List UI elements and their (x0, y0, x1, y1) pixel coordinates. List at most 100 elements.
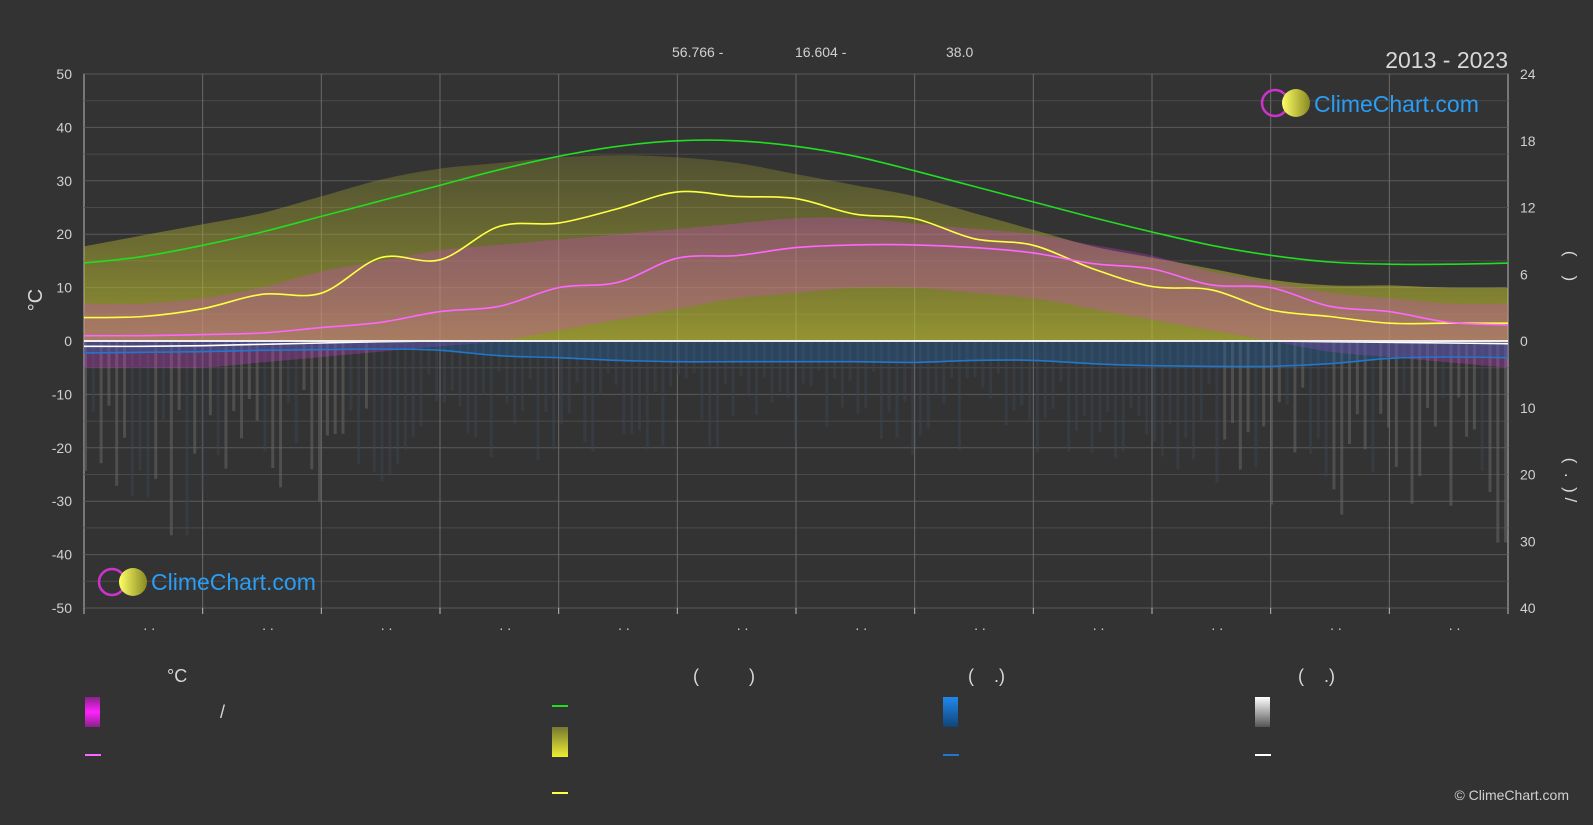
precip-bar (146, 341, 150, 497)
precip-bar (716, 341, 720, 447)
x-tick-label: . . (855, 617, 867, 633)
precip-bar (645, 341, 649, 450)
header-latitude: 56.766 - (672, 44, 724, 60)
precip-bar (208, 341, 212, 416)
precip-bar (1433, 341, 1437, 427)
precip-bar (567, 341, 571, 414)
precipitation-bars (84, 341, 1508, 543)
logo-bottom[interactable]: ClimeChart.com (97, 567, 316, 597)
precip-bar (684, 341, 688, 379)
precip-bar (279, 341, 283, 488)
precip-bar (1332, 341, 1336, 490)
climate-chart: 50 40 30 20 10 0 -10 -20 -30 -40 -50 24 18 12 6 0 10 20 30… (25, 44, 1580, 633)
precip-bar (528, 341, 532, 380)
precip-bar (99, 341, 103, 464)
precip-bar (723, 341, 727, 385)
precip-bar (1098, 341, 1102, 433)
precip-bar (333, 341, 337, 435)
precip-bar (934, 341, 938, 396)
precip-bar (833, 341, 837, 379)
precip-bar (630, 341, 634, 434)
precip-bar (1324, 341, 1328, 477)
precip-bar (232, 341, 236, 411)
y-right-top-tick-label: 0 (1520, 333, 1528, 349)
precip-bar (731, 341, 735, 416)
precip-bar (1387, 341, 1391, 428)
legend-sun-header: ( ) (693, 666, 755, 686)
precip-bar (185, 341, 189, 536)
series-line-sunshine (83, 190, 1508, 325)
precip-bar (1207, 341, 1211, 385)
precip-bar (544, 341, 548, 413)
precip-bar (552, 341, 556, 450)
precip-bar (1449, 341, 1453, 506)
precip-bar (809, 341, 813, 386)
precip-bar (138, 341, 142, 471)
precip-bar (255, 341, 259, 421)
precip-bar (154, 341, 158, 479)
y-left-tick-label: 30 (56, 173, 72, 189)
y-right-top-tick-label: 24 (1520, 66, 1536, 82)
legend-snow-swatch (1255, 754, 1271, 756)
precip-bar (1293, 341, 1297, 453)
precip-bar (364, 341, 368, 409)
y-right-top-tick-label: 12 (1520, 200, 1536, 216)
precip-bar (770, 341, 774, 404)
precip-bar (1051, 341, 1055, 409)
precip-bar (91, 341, 95, 412)
precip-bar (1129, 341, 1133, 409)
precip-bar (115, 341, 119, 486)
y-right-bottom-axis-label: ( . ) / (1561, 458, 1580, 503)
period-label: 2013 - 2023 (1385, 47, 1508, 73)
x-tick-label: . . (974, 617, 986, 633)
y-left-tick-label: 20 (56, 226, 72, 242)
precip-bar (942, 341, 946, 404)
precip-bar (474, 341, 478, 438)
precip-bar (169, 341, 173, 536)
precip-bar (536, 341, 540, 461)
precip-bar (950, 341, 954, 378)
precip-bar (466, 341, 470, 433)
precip-bar (123, 341, 127, 438)
precip-bar (427, 341, 431, 375)
copyright-text: © ClimeChart.com (1454, 787, 1569, 803)
precip-bar (1371, 341, 1375, 473)
precip-bar (755, 341, 759, 415)
precip-bar (224, 341, 228, 469)
precip-bar (606, 341, 610, 374)
x-tick-label: . . (499, 617, 511, 633)
precip-bar (1020, 341, 1024, 405)
logo-top[interactable]: ClimeChart.com (1260, 88, 1479, 118)
precip-bar (1137, 341, 1141, 416)
x-tick-label: . . (143, 617, 155, 633)
precip-bar (1012, 341, 1016, 411)
precip-bar (1457, 341, 1461, 398)
precip-bar (271, 341, 275, 469)
precip-bar (583, 341, 587, 443)
precip-bar (411, 341, 415, 437)
precip-bar (318, 341, 322, 502)
precip-bar (1410, 341, 1414, 504)
precip-bar (957, 341, 961, 451)
precip-bar (591, 341, 595, 452)
precip-bar (302, 341, 306, 390)
precip-bar (637, 341, 641, 431)
legend-rain-header: ( .) (968, 666, 1005, 686)
precip-bar (981, 341, 985, 388)
header-elevation: 38.0 (946, 44, 973, 60)
precip-bar (786, 341, 790, 398)
legend-sunshine-swatch (552, 792, 568, 794)
y-right-bottom-tick-label: 10 (1520, 400, 1536, 416)
y-right-bottom-tick-label: 30 (1520, 533, 1536, 549)
precip-bar (1379, 341, 1383, 414)
precip-bar (887, 341, 891, 412)
precip-bar (388, 341, 392, 474)
legend-daylight-swatch (552, 705, 568, 707)
y-left-tick-label: -10 (52, 386, 72, 402)
precip-bar (1082, 341, 1086, 416)
precip-bar (739, 341, 743, 376)
precip-bar (653, 341, 657, 392)
x-tick-label: . . (618, 617, 630, 633)
precip-bar (1316, 341, 1320, 439)
logo-text: ClimeChart.com (1314, 91, 1479, 117)
